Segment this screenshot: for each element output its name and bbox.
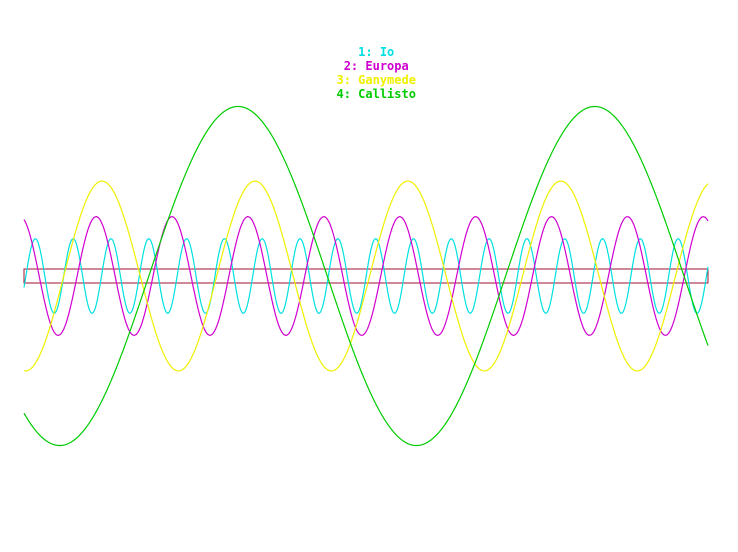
series-line-callisto	[23, 105, 709, 447]
legend-ganymede: 3: Ganymede	[336, 73, 416, 87]
series-layer	[23, 105, 709, 447]
legend-callisto: 4: Callisto	[336, 87, 416, 101]
series-line-ganymede	[23, 180, 709, 372]
series-line-europa	[23, 216, 709, 336]
series-line-io	[23, 238, 709, 314]
jupiter-band	[23, 268, 709, 284]
legend-europa: 2: Europa	[343, 59, 409, 73]
legend: 1: Io 2: Europa 3: Ganymede 4: Callisto	[0, 31, 738, 101]
legend-io: 1: Io	[358, 45, 395, 59]
